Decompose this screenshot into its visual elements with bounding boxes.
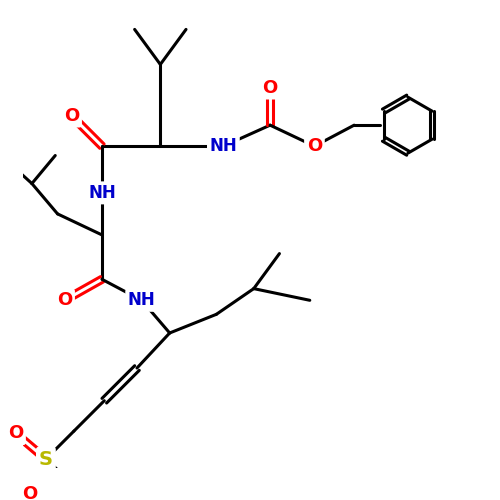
Text: O: O: [64, 107, 79, 125]
Text: O: O: [262, 79, 278, 97]
Text: NH: NH: [88, 184, 116, 202]
Text: O: O: [22, 485, 37, 500]
Text: O: O: [8, 424, 23, 442]
Text: O: O: [57, 292, 72, 310]
Text: O: O: [307, 137, 322, 155]
Text: NH: NH: [128, 292, 156, 310]
Text: NH: NH: [210, 137, 238, 155]
Text: S: S: [39, 450, 53, 468]
